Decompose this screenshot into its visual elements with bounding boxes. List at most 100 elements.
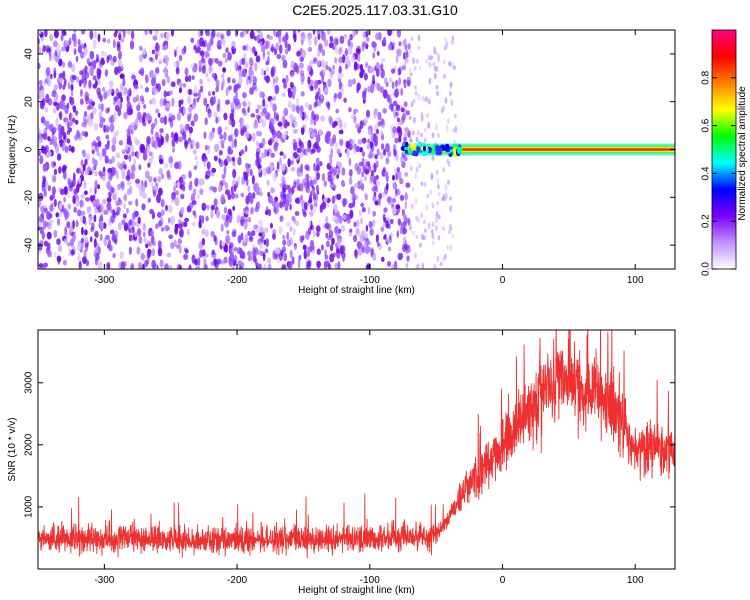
noise-blob <box>311 188 315 197</box>
noise-blob <box>366 240 372 246</box>
noise-blob <box>131 151 135 157</box>
noise-blob <box>168 204 173 214</box>
noise-blob <box>117 183 122 190</box>
noise-blob <box>252 76 257 85</box>
noise-blob <box>279 157 282 165</box>
noise-blob <box>321 173 326 182</box>
noise-blob <box>343 97 347 103</box>
noise-blob <box>266 50 271 56</box>
noise-blob <box>89 236 93 243</box>
noise-blob <box>210 209 214 219</box>
noise-blob <box>73 206 77 213</box>
noise-blob <box>45 67 51 77</box>
noise-blob <box>135 183 141 188</box>
noise-blob <box>350 186 355 195</box>
noise-blob <box>86 205 92 212</box>
noise-blob <box>97 77 101 86</box>
noise-blob <box>348 176 353 185</box>
noise-blob <box>405 49 409 58</box>
noise-blob <box>316 50 321 57</box>
noise-blob <box>61 94 66 102</box>
noise-blob <box>72 105 77 113</box>
noise-blob <box>58 73 64 79</box>
noise-blob <box>260 68 264 77</box>
noise-blob <box>182 83 187 88</box>
noise-blob <box>63 197 66 203</box>
noise-blob <box>263 70 267 76</box>
noise-blob <box>342 54 346 64</box>
noise-blob <box>317 87 321 96</box>
noise-blob <box>391 68 396 74</box>
noise-blob <box>281 92 286 98</box>
noise-blob <box>396 166 400 173</box>
noise-blob <box>123 111 128 120</box>
noise-blob <box>90 226 95 233</box>
noise-blob <box>93 122 99 131</box>
noise-blob <box>47 136 51 142</box>
noise-blob <box>200 85 204 93</box>
noise-blob <box>57 218 60 226</box>
noise-blob <box>138 261 143 269</box>
noise-blob <box>93 31 97 39</box>
sparse-noise-blob <box>446 244 450 251</box>
noise-blob <box>204 145 208 151</box>
noise-blob <box>100 57 105 65</box>
noise-blob <box>400 156 404 164</box>
noise-blob <box>292 228 296 236</box>
spectrogram-plot-area <box>38 30 675 269</box>
noise-blob <box>151 49 156 55</box>
x-tick-label: -300 <box>94 575 114 586</box>
noise-blob <box>178 136 183 143</box>
noise-blob <box>92 83 98 89</box>
noise-blob <box>144 253 148 259</box>
noise-blob <box>367 85 371 93</box>
sparse-noise-blob <box>410 101 414 108</box>
sparse-noise-blob <box>449 205 453 212</box>
noise-blob <box>326 130 332 138</box>
noise-blob <box>216 209 221 219</box>
noise-blob <box>210 132 215 139</box>
noise-blob <box>67 190 71 199</box>
sparse-noise-blob <box>412 130 415 136</box>
noise-blob <box>193 92 199 97</box>
noise-blob <box>201 228 206 236</box>
noise-blob <box>290 160 294 165</box>
noise-blob <box>151 77 156 87</box>
noise-blob <box>323 197 328 203</box>
noise-blob <box>59 188 65 196</box>
noise-blob <box>374 200 379 206</box>
noise-blob <box>241 57 246 66</box>
noise-blob <box>286 239 292 247</box>
y-tick-label: 3000 <box>24 371 35 394</box>
sparse-noise-blob <box>414 90 418 96</box>
noise-blob <box>254 62 258 72</box>
noise-blob <box>67 82 71 90</box>
noise-blob <box>96 198 100 208</box>
noise-blob <box>374 135 379 144</box>
noise-blob <box>75 55 79 63</box>
noise-blob <box>258 241 264 250</box>
noise-blob <box>329 73 333 79</box>
noise-blob <box>334 218 339 225</box>
noise-blob <box>249 87 255 95</box>
noise-blob <box>38 62 41 70</box>
sparse-noise-blob <box>410 204 414 209</box>
noise-blob <box>265 60 269 66</box>
noise-blob <box>314 94 319 101</box>
noise-blob <box>128 87 132 97</box>
noise-blob <box>364 175 367 182</box>
noise-blob <box>351 54 356 63</box>
noise-blob <box>89 30 94 40</box>
noise-blob <box>243 171 248 181</box>
noise-blob <box>393 100 398 107</box>
noise-blob <box>396 230 400 238</box>
noise-blob <box>289 249 293 259</box>
noise-blob <box>134 211 139 217</box>
noise-blob <box>270 99 273 108</box>
noise-blob <box>122 30 126 39</box>
noise-blob <box>38 221 42 228</box>
noise-blob <box>183 45 187 54</box>
sparse-noise-blob <box>409 72 413 77</box>
noise-blob <box>55 212 59 218</box>
